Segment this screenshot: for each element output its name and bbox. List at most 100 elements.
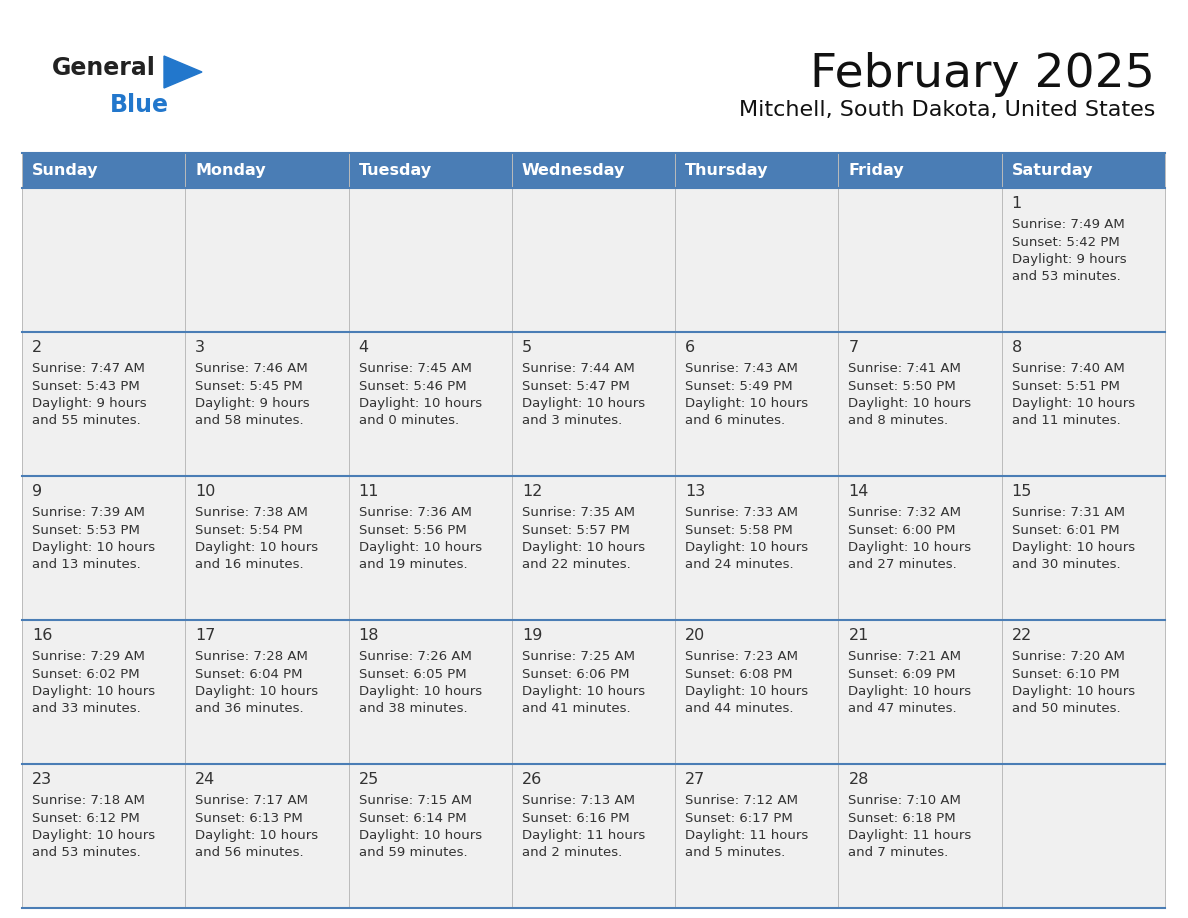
- Text: Daylight: 10 hours: Daylight: 10 hours: [522, 685, 645, 698]
- Text: and 33 minutes.: and 33 minutes.: [32, 702, 140, 715]
- Bar: [23, 476, 1165, 620]
- Text: Daylight: 10 hours: Daylight: 10 hours: [359, 397, 481, 410]
- Text: 20: 20: [685, 628, 706, 643]
- Text: 19: 19: [522, 628, 542, 643]
- Text: Sunrise: 7:40 AM: Sunrise: 7:40 AM: [1012, 362, 1125, 375]
- Text: Sunset: 6:10 PM: Sunset: 6:10 PM: [1012, 667, 1119, 680]
- Text: and 0 minutes.: and 0 minutes.: [359, 415, 459, 428]
- Text: Sunset: 5:51 PM: Sunset: 5:51 PM: [1012, 379, 1119, 393]
- Text: Sunrise: 7:49 AM: Sunrise: 7:49 AM: [1012, 218, 1125, 231]
- Text: and 27 minutes.: and 27 minutes.: [848, 558, 958, 572]
- Text: Saturday: Saturday: [1012, 163, 1093, 178]
- Text: 2: 2: [32, 340, 42, 355]
- Text: Monday: Monday: [195, 163, 266, 178]
- Text: Sunset: 5:49 PM: Sunset: 5:49 PM: [685, 379, 792, 393]
- Text: 23: 23: [32, 772, 52, 787]
- Text: Sunrise: 7:33 AM: Sunrise: 7:33 AM: [685, 506, 798, 519]
- Text: and 11 minutes.: and 11 minutes.: [1012, 415, 1120, 428]
- Text: and 58 minutes.: and 58 minutes.: [195, 415, 304, 428]
- Text: Daylight: 10 hours: Daylight: 10 hours: [685, 397, 808, 410]
- Text: Sunrise: 7:43 AM: Sunrise: 7:43 AM: [685, 362, 798, 375]
- Text: Daylight: 10 hours: Daylight: 10 hours: [32, 829, 156, 842]
- Text: Daylight: 10 hours: Daylight: 10 hours: [195, 541, 318, 554]
- Text: 15: 15: [1012, 484, 1032, 499]
- Text: and 19 minutes.: and 19 minutes.: [359, 558, 467, 572]
- Text: Mitchell, South Dakota, United States: Mitchell, South Dakota, United States: [739, 100, 1155, 120]
- Text: Daylight: 10 hours: Daylight: 10 hours: [848, 685, 972, 698]
- Text: 24: 24: [195, 772, 215, 787]
- Text: and 53 minutes.: and 53 minutes.: [1012, 271, 1120, 284]
- Text: 25: 25: [359, 772, 379, 787]
- Text: Sunset: 6:08 PM: Sunset: 6:08 PM: [685, 667, 792, 680]
- Text: Sunrise: 7:46 AM: Sunrise: 7:46 AM: [195, 362, 308, 375]
- Text: Sunrise: 7:28 AM: Sunrise: 7:28 AM: [195, 650, 308, 663]
- Text: Sunrise: 7:44 AM: Sunrise: 7:44 AM: [522, 362, 634, 375]
- Text: Sunrise: 7:32 AM: Sunrise: 7:32 AM: [848, 506, 961, 519]
- Text: Sunrise: 7:15 AM: Sunrise: 7:15 AM: [359, 794, 472, 807]
- Text: Sunrise: 7:20 AM: Sunrise: 7:20 AM: [1012, 650, 1125, 663]
- Text: Wednesday: Wednesday: [522, 163, 625, 178]
- Text: Sunset: 5:45 PM: Sunset: 5:45 PM: [195, 379, 303, 393]
- Text: February 2025: February 2025: [810, 52, 1155, 97]
- Text: and 38 minutes.: and 38 minutes.: [359, 702, 467, 715]
- Text: Sunset: 6:06 PM: Sunset: 6:06 PM: [522, 667, 630, 680]
- Text: and 22 minutes.: and 22 minutes.: [522, 558, 631, 572]
- Text: and 7 minutes.: and 7 minutes.: [848, 846, 949, 859]
- Bar: [23, 332, 1165, 476]
- Text: and 2 minutes.: and 2 minutes.: [522, 846, 623, 859]
- Text: Daylight: 10 hours: Daylight: 10 hours: [848, 397, 972, 410]
- Text: 6: 6: [685, 340, 695, 355]
- Text: Sunset: 5:46 PM: Sunset: 5:46 PM: [359, 379, 466, 393]
- Text: Sunset: 6:04 PM: Sunset: 6:04 PM: [195, 667, 303, 680]
- Text: and 5 minutes.: and 5 minutes.: [685, 846, 785, 859]
- Text: Sunrise: 7:36 AM: Sunrise: 7:36 AM: [359, 506, 472, 519]
- Text: and 53 minutes.: and 53 minutes.: [32, 846, 140, 859]
- Text: and 13 minutes.: and 13 minutes.: [32, 558, 140, 572]
- Text: Daylight: 10 hours: Daylight: 10 hours: [848, 541, 972, 554]
- Text: Daylight: 10 hours: Daylight: 10 hours: [32, 685, 156, 698]
- Text: 4: 4: [359, 340, 368, 355]
- Text: Daylight: 10 hours: Daylight: 10 hours: [522, 541, 645, 554]
- Text: 7: 7: [848, 340, 859, 355]
- Text: 18: 18: [359, 628, 379, 643]
- Text: and 3 minutes.: and 3 minutes.: [522, 415, 623, 428]
- Text: Sunday: Sunday: [32, 163, 99, 178]
- Text: Sunset: 5:54 PM: Sunset: 5:54 PM: [195, 523, 303, 536]
- Text: 16: 16: [32, 628, 52, 643]
- Text: Sunset: 6:12 PM: Sunset: 6:12 PM: [32, 812, 140, 824]
- Text: Sunrise: 7:25 AM: Sunrise: 7:25 AM: [522, 650, 634, 663]
- Text: 8: 8: [1012, 340, 1022, 355]
- Text: Daylight: 9 hours: Daylight: 9 hours: [32, 397, 146, 410]
- Text: 27: 27: [685, 772, 706, 787]
- Text: Sunrise: 7:17 AM: Sunrise: 7:17 AM: [195, 794, 308, 807]
- Text: 12: 12: [522, 484, 542, 499]
- Text: Daylight: 10 hours: Daylight: 10 hours: [359, 685, 481, 698]
- Text: 26: 26: [522, 772, 542, 787]
- Text: Sunset: 5:53 PM: Sunset: 5:53 PM: [32, 523, 140, 536]
- Text: Sunrise: 7:31 AM: Sunrise: 7:31 AM: [1012, 506, 1125, 519]
- Text: Sunrise: 7:38 AM: Sunrise: 7:38 AM: [195, 506, 308, 519]
- Text: 22: 22: [1012, 628, 1032, 643]
- Text: and 6 minutes.: and 6 minutes.: [685, 415, 785, 428]
- Text: and 55 minutes.: and 55 minutes.: [32, 415, 140, 428]
- Text: Thursday: Thursday: [685, 163, 769, 178]
- Text: Sunset: 5:58 PM: Sunset: 5:58 PM: [685, 523, 792, 536]
- Text: Sunset: 6:18 PM: Sunset: 6:18 PM: [848, 812, 956, 824]
- Text: Sunset: 5:57 PM: Sunset: 5:57 PM: [522, 523, 630, 536]
- Text: 14: 14: [848, 484, 868, 499]
- Text: 17: 17: [195, 628, 216, 643]
- Text: Daylight: 10 hours: Daylight: 10 hours: [195, 685, 318, 698]
- Text: Daylight: 10 hours: Daylight: 10 hours: [522, 397, 645, 410]
- Text: 5: 5: [522, 340, 532, 355]
- Text: Blue: Blue: [110, 93, 169, 117]
- Text: and 16 minutes.: and 16 minutes.: [195, 558, 304, 572]
- Bar: [23, 764, 1165, 908]
- Text: Daylight: 9 hours: Daylight: 9 hours: [195, 397, 310, 410]
- Text: Daylight: 10 hours: Daylight: 10 hours: [685, 541, 808, 554]
- Text: Daylight: 10 hours: Daylight: 10 hours: [1012, 541, 1135, 554]
- Text: and 30 minutes.: and 30 minutes.: [1012, 558, 1120, 572]
- Text: and 24 minutes.: and 24 minutes.: [685, 558, 794, 572]
- Text: and 36 minutes.: and 36 minutes.: [195, 702, 304, 715]
- Text: Sunset: 5:56 PM: Sunset: 5:56 PM: [359, 523, 467, 536]
- Text: 3: 3: [195, 340, 206, 355]
